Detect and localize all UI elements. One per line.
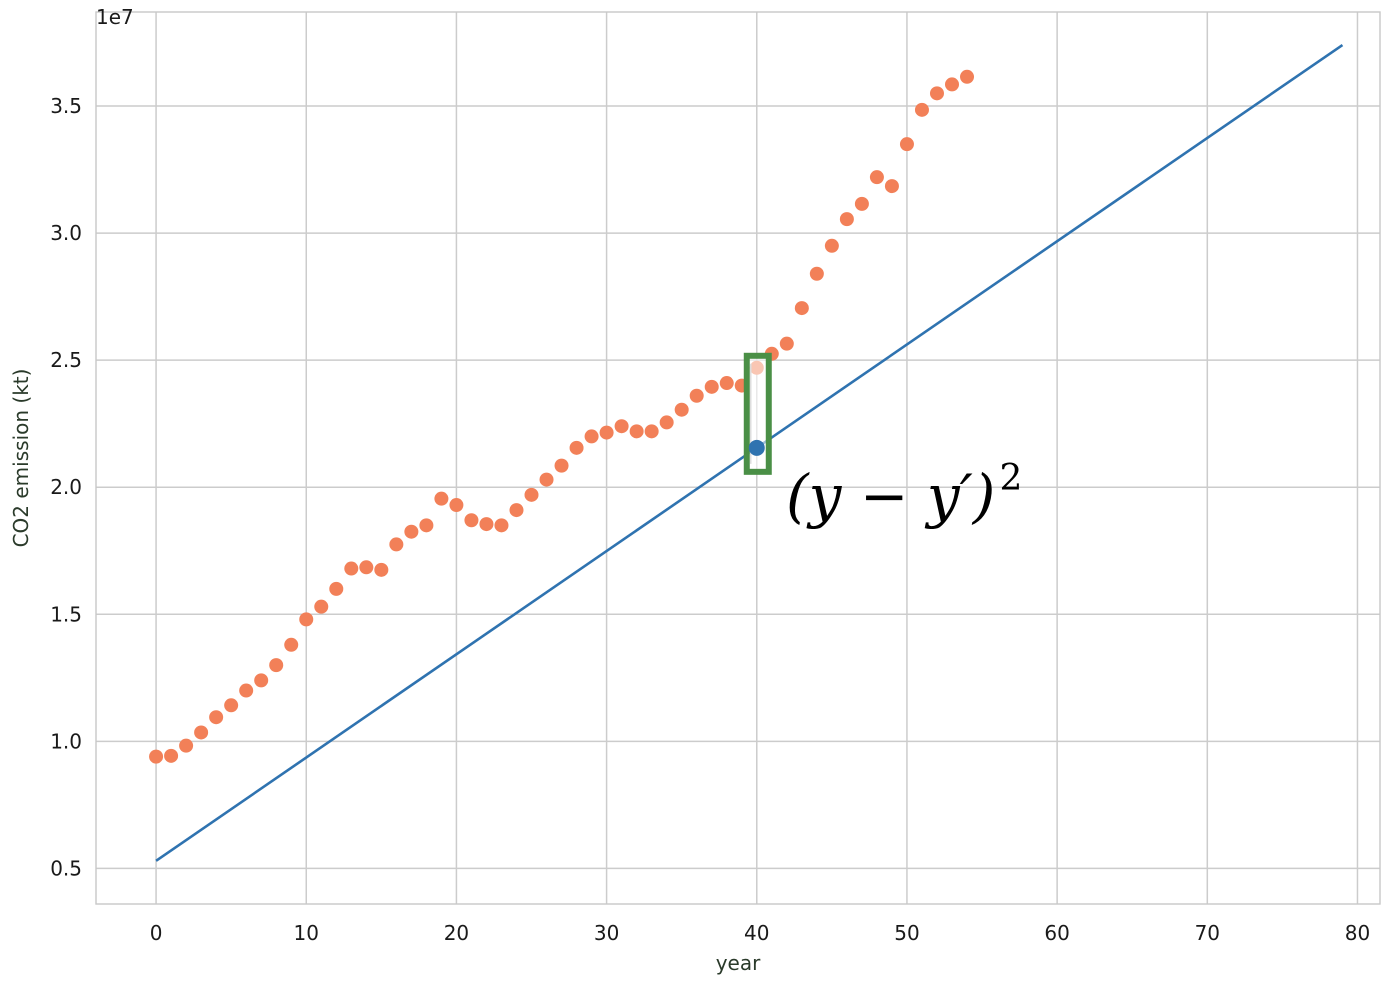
data-point <box>269 658 284 673</box>
data-point <box>794 301 809 316</box>
y-tick-label: 3.0 <box>50 221 82 245</box>
x-tick-label: 10 <box>294 921 319 945</box>
data-point <box>254 673 269 688</box>
data-point <box>854 196 869 211</box>
data-point <box>179 738 194 753</box>
x-tick-label: 0 <box>150 921 163 945</box>
x-tick-label: 30 <box>594 921 619 945</box>
y-offset-label: 1e7 <box>96 5 134 29</box>
x-tick-label: 50 <box>894 921 919 945</box>
data-point <box>809 266 824 281</box>
data-point <box>224 698 239 713</box>
y-tick-labels: 0.5 1.0 1.5 2.0 2.5 3.0 3.5 <box>50 94 82 880</box>
x-tick-label: 70 <box>1195 921 1220 945</box>
data-point <box>569 440 584 455</box>
x-tick-label: 80 <box>1345 921 1370 945</box>
data-point <box>929 86 944 101</box>
data-point <box>524 487 539 502</box>
data-point <box>554 458 569 473</box>
data-point <box>659 415 674 430</box>
data-point <box>945 77 959 92</box>
data-point <box>359 560 374 575</box>
data-point <box>149 749 164 764</box>
data-point <box>539 472 554 487</box>
y-axis-label: CO2 emission (kt) <box>9 369 33 548</box>
data-point <box>884 179 899 194</box>
residual-highlight <box>743 352 772 475</box>
plot-frame <box>95 11 1381 905</box>
y-tick-label: 3.5 <box>50 94 82 118</box>
data-point <box>494 518 509 533</box>
residual-formula-base: (y − y′) <box>786 462 995 530</box>
data-point <box>479 517 494 532</box>
data-point <box>869 170 884 185</box>
data-point <box>404 524 419 539</box>
data-point <box>629 424 644 439</box>
data-point <box>164 748 179 763</box>
data-point <box>644 424 659 439</box>
data-point <box>434 491 449 506</box>
data-point <box>314 599 329 614</box>
data-point <box>209 710 224 725</box>
x-tick-label: 60 <box>1044 921 1069 945</box>
x-tick-label: 40 <box>744 921 769 945</box>
data-point <box>449 498 464 513</box>
data-point <box>284 637 299 652</box>
data-point <box>899 137 914 152</box>
data-point <box>779 336 794 351</box>
data-point <box>194 725 209 740</box>
residual-formula: (y − y′) 2 <box>786 458 1022 530</box>
data-point <box>839 212 854 227</box>
data-point <box>599 425 614 440</box>
data-point <box>389 537 404 552</box>
y-tick-label: 1.0 <box>50 729 82 753</box>
data-point <box>239 683 254 698</box>
data-point <box>344 561 359 576</box>
data-point <box>960 69 975 84</box>
data-point <box>329 581 344 596</box>
data-point <box>419 518 434 533</box>
data-point <box>914 102 929 117</box>
y-tick-label: 2.0 <box>50 475 82 499</box>
data-point <box>824 238 839 253</box>
scatter-points <box>149 69 975 764</box>
x-tick-label: 20 <box>444 921 469 945</box>
data-point <box>719 376 734 391</box>
data-point <box>509 503 524 518</box>
data-point <box>584 429 599 444</box>
residual-formula-exponent: 2 <box>999 458 1022 499</box>
x-axis-label: year <box>716 951 761 975</box>
data-point <box>299 612 314 627</box>
predicted-point <box>748 439 765 456</box>
data-point <box>704 379 719 394</box>
data-point <box>689 388 704 403</box>
data-point <box>374 562 389 577</box>
data-point <box>464 513 479 528</box>
grid <box>96 12 1380 904</box>
x-tick-labels: 0 10 20 30 40 50 60 70 80 <box>150 921 1370 945</box>
y-tick-label: 1.5 <box>50 602 82 626</box>
data-point <box>674 402 689 417</box>
data-point <box>614 419 629 434</box>
y-tick-label: 0.5 <box>50 856 82 880</box>
y-tick-label: 2.5 <box>50 348 82 372</box>
